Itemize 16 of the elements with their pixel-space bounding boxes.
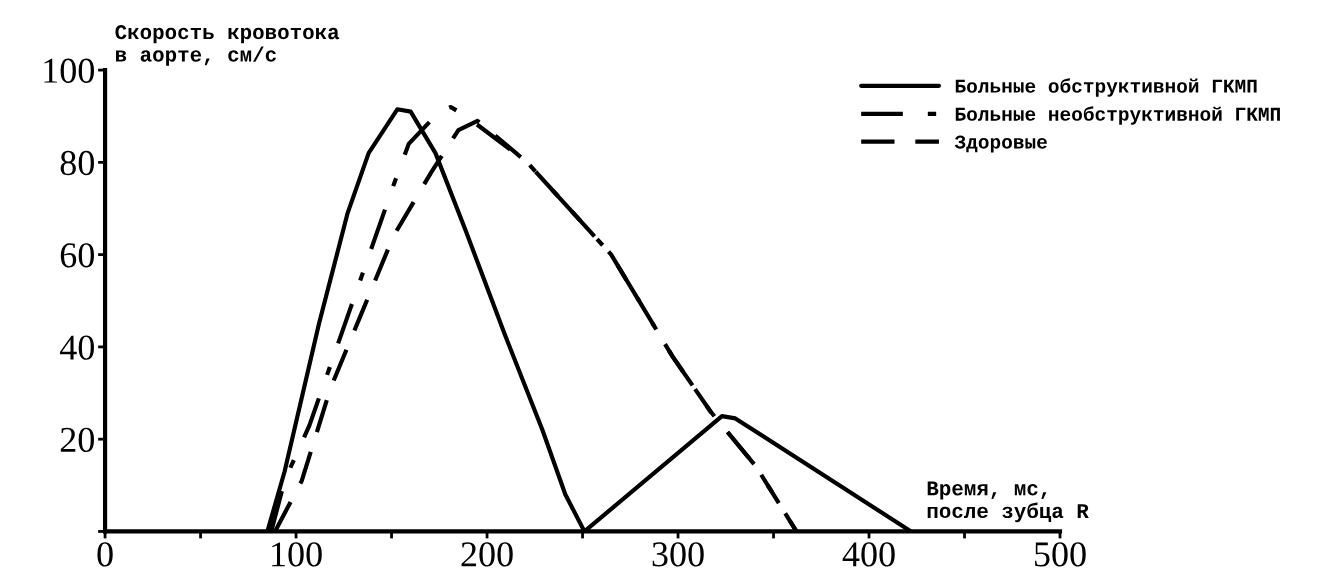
y-tick-label: 80 [60,150,94,176]
y-axis-title: Скорость кровотока в аорте, см/с [115,25,340,66]
y-tick-label: 20 [60,427,94,453]
x-tick-label: 500 [1035,542,1086,567]
y-tick-label: 100 [44,58,94,83]
x-axis-title: Время, мс, после зубца R [927,481,1089,523]
x-tick-label: 300 [652,542,704,567]
legend-label: Здоровые [954,135,1047,153]
y-tick-label: 40 [59,335,94,360]
legend-label: Больные обструктивной ГКМП [955,78,1257,97]
x-tick-label: 100 [272,542,322,567]
legend-label: Больные необструктивной ГКМП [955,106,1280,125]
x-tick-label: 200 [461,542,513,567]
x-tick-label: 400 [842,542,895,567]
y-tick-label: 60 [60,243,94,268]
x-tick-label: 0 [97,542,113,567]
